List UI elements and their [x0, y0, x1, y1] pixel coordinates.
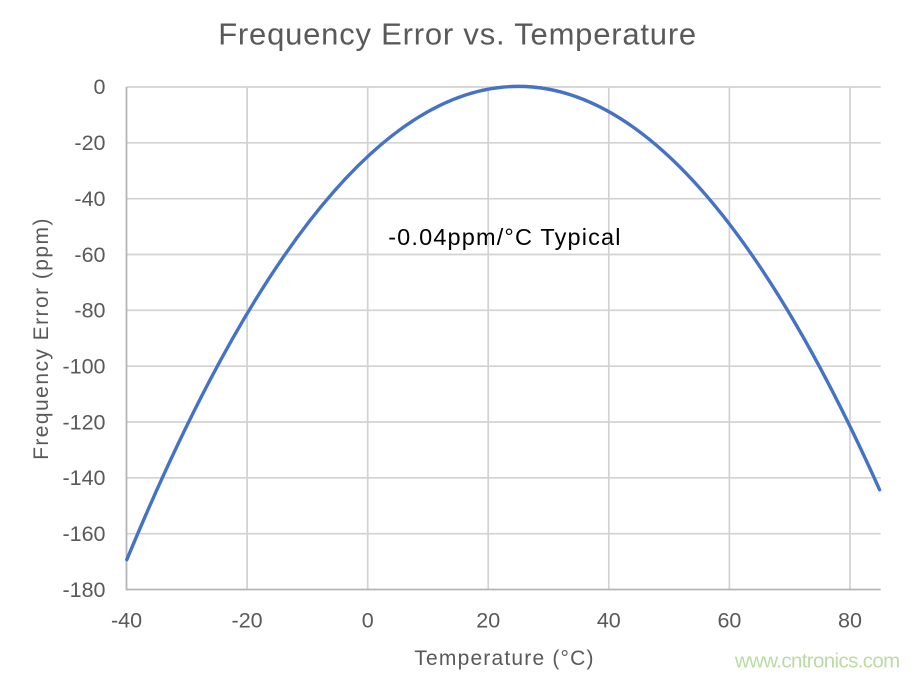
svg-text:-140: -140	[62, 466, 105, 490]
svg-text:-80: -80	[74, 299, 105, 323]
svg-text:-20: -20	[232, 609, 263, 633]
svg-text:Frequency Error vs. Temperatur: Frequency Error vs. Temperature	[218, 17, 697, 52]
svg-text:-120: -120	[62, 410, 105, 434]
svg-text:20: 20	[476, 609, 500, 633]
svg-text:Temperature (°C): Temperature (°C)	[414, 647, 594, 670]
svg-text:-60: -60	[74, 243, 105, 267]
svg-text:Frequency Error (ppm): Frequency Error (ppm)	[30, 217, 53, 460]
svg-text:-100: -100	[62, 355, 105, 379]
svg-text:40: 40	[597, 609, 621, 633]
svg-text:www.cntronics.com: www.cntronics.com	[734, 650, 900, 673]
svg-text:-180: -180	[62, 578, 105, 602]
svg-text:60: 60	[717, 609, 741, 633]
svg-text:-0.04ppm/°C Typical: -0.04ppm/°C Typical	[388, 224, 621, 250]
svg-text:0: 0	[94, 75, 106, 99]
svg-text:80: 80	[838, 609, 862, 633]
svg-text:-40: -40	[111, 609, 142, 633]
svg-text:-160: -160	[62, 522, 105, 546]
svg-text:-40: -40	[74, 187, 105, 211]
svg-text:-20: -20	[74, 131, 105, 155]
svg-text:0: 0	[362, 609, 374, 633]
